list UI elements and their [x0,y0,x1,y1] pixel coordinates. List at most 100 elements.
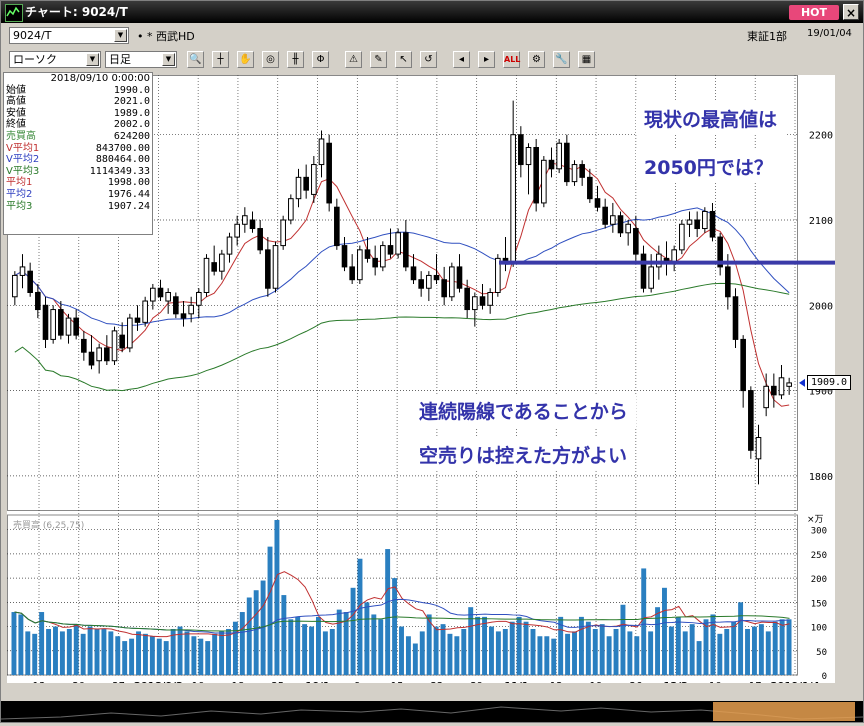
all-icon[interactable]: ALL [503,51,520,68]
volume-bar [412,643,418,675]
candle-body [173,296,179,315]
volume-bar [482,616,488,675]
bar-right-icon[interactable]: ▸ [478,51,495,68]
candle-body [771,385,777,396]
volume-bar [627,631,633,675]
volume-bar [447,633,453,675]
volume-bar [468,607,474,675]
candle-body [196,292,202,306]
candle-body [219,253,225,272]
candle-body [165,292,171,302]
stock-name: • * 西武HD [137,28,195,44]
volume-bar [489,626,494,675]
candle-body [58,309,64,336]
candle-body [288,198,294,221]
trendline-icon[interactable]: ◎ [262,51,279,68]
move-icon[interactable]: Φ [312,51,329,68]
candle-body [387,245,394,255]
candle-body [341,245,348,268]
settings-icon[interactable]: ⚙ [528,51,545,68]
palette-icon[interactable]: ▦ [578,51,595,68]
candle-body [709,210,716,238]
volume-bar [59,631,65,675]
hot-button[interactable]: HOT [789,5,839,20]
crosshair-icon[interactable]: ┼ [212,51,229,68]
date-tick-label: 10 [709,681,722,683]
volume-tick-label: 100 [811,624,827,634]
symbol-code-input[interactable]: 9024/T ▼ [9,27,129,44]
info-row: 始値 1990.0 [4,85,152,97]
volume-bar [544,636,550,675]
volume-bar [779,619,785,675]
candle-body [372,257,378,268]
candle-body [104,347,110,362]
alert-icon[interactable]: ⚠ [345,51,362,68]
volume-tick-label: 300 [811,527,827,537]
candle-body [633,228,639,255]
volume-bar [177,626,183,675]
chevron-down-icon[interactable]: ▼ [162,53,175,66]
volume-bar [39,612,45,675]
chart-type-select[interactable]: ローソク ▼ [9,51,101,68]
candle-body [12,274,18,298]
volume-bar [399,626,404,675]
volume-bar [738,602,744,675]
volume-bar [53,626,58,675]
candle-body [142,300,148,323]
candle-body [725,266,731,298]
volume-bar [454,636,460,675]
volume-bar [758,624,764,675]
bar-left-icon[interactable]: ◂ [453,51,470,68]
chevron-down-icon[interactable]: ▼ [86,53,99,66]
candle-body [295,176,302,200]
volume-bar [288,619,294,675]
pen-icon[interactable]: ✎ [370,51,387,68]
info-label: V平均1 [6,142,40,154]
volume-bar [25,631,31,675]
candle-body [548,159,555,170]
fibonacci-icon[interactable]: ╫ [287,51,304,68]
volume-tick-label: 200 [811,575,827,585]
last-price-arrow [799,378,805,387]
overview-scrollbar[interactable] [0,701,864,722]
candle-body [265,249,271,289]
volume-bar [364,602,370,675]
volume-bar [170,628,176,675]
undo-icon[interactable]: ↺ [420,51,437,68]
close-button[interactable]: × [843,4,859,20]
ohlc-info-panel: 2018/09/10 0:00:00 始値 1990.0 高値 2021.0 安値 198… [3,72,153,235]
info-row: 売買高 624200 [4,131,152,143]
candle-body [556,142,562,170]
candle-body [778,377,785,396]
zoom-icon[interactable]: 🔍 [187,51,204,68]
period-select[interactable]: 日足 ▼ [105,51,177,68]
info-label: 平均2 [6,188,33,200]
volume-bar [80,633,86,675]
volume-bar [73,624,79,675]
volume-bar [378,619,384,675]
volume-bar [426,614,432,675]
volume-bar [32,633,38,675]
info-datetime: 2018/09/10 0:00:00 [50,73,150,84]
stock-name-text: 西武HD [156,30,195,43]
callout-top-line2: 2050円では？ [636,150,781,183]
stamp-icon[interactable]: ✋ [237,51,254,68]
date-tick-label: 22 [431,681,444,683]
volume-bar [371,614,377,675]
volume-bar [620,604,626,675]
date-tick-label: 26 [629,681,642,683]
chevron-down-icon[interactable]: ▼ [114,29,127,42]
candle-body [96,347,102,362]
tools-icon[interactable]: 🔧 [553,51,570,68]
volume-bar [537,636,543,675]
last-price-tag: 1909.0 [807,374,851,390]
date-tick-label: 29 [470,681,483,683]
volume-bar [682,631,688,675]
tool-toolbar: ローソク ▼ 日足 ▼ 🔍 ┼ ✋ ◎ ╫ Φ ⚠ ✎ ↖ ↺ ◂ ▸ ALL ⚙ 🔧 ▦ [1,48,863,72]
date-tick-label: 25 [271,681,284,683]
symbol-toolbar: 9024/T ▼ • * 西武HD 東証1部 19/01/04 [1,24,863,46]
volume-bar [751,626,757,675]
volume-bar [267,546,273,675]
candle-body [594,198,601,208]
pointer-icon[interactable]: ↖ [395,51,412,68]
